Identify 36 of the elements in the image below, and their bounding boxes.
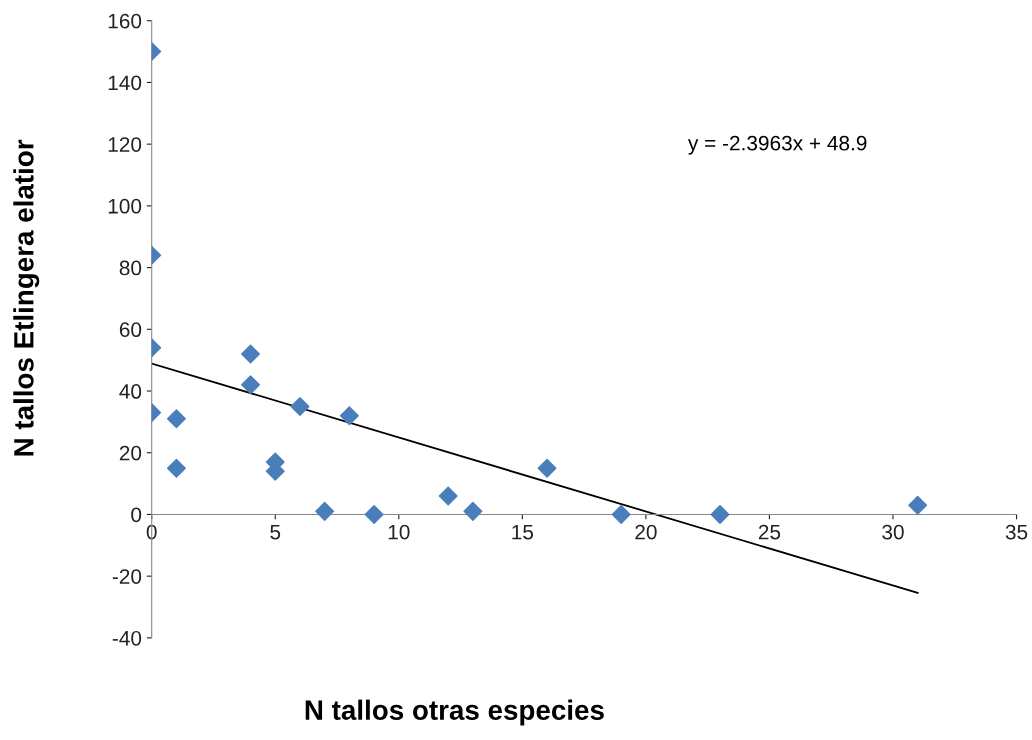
y-tick-label: 40 [119, 384, 142, 399]
point [290, 396, 310, 416]
y-tick-label: 140 [108, 75, 142, 91]
y-tick-label: -40 [112, 630, 142, 646]
x-tick-label: 10 [388, 524, 410, 540]
x-tick-label: 0 [146, 524, 157, 540]
y-tick-label: -20 [112, 569, 142, 584]
point [364, 504, 384, 524]
point [166, 409, 186, 429]
point [611, 504, 631, 524]
point [241, 375, 261, 395]
point [710, 504, 730, 524]
y-tick-label: 20 [119, 445, 142, 461]
y-tick-label: 0 [131, 507, 142, 523]
point [166, 458, 186, 478]
point [315, 501, 335, 521]
y-tick-label: 120 [108, 137, 142, 152]
x-tick-label: 25 [758, 524, 781, 540]
point [339, 406, 359, 426]
y-tick-label: 160 [108, 13, 142, 29]
x-tick-label: 20 [635, 524, 657, 540]
x-tick-label: 15 [512, 524, 534, 540]
point [908, 495, 928, 515]
x-axis-title: N tallos otras especies [305, 699, 604, 726]
annotation: y = -2.3963x + 48.9 [687, 135, 867, 155]
y-tick-label: 100 [108, 198, 142, 214]
y-axis-title: N tallos Etlingera elatior [13, 139, 40, 456]
point [463, 501, 483, 521]
point [537, 458, 557, 478]
x-tick-label: 5 [270, 524, 281, 540]
y-tick-label: 60 [119, 322, 142, 338]
y-tick-label: 80 [119, 260, 142, 276]
x-tick-label: 35 [1005, 524, 1028, 540]
point [438, 486, 458, 506]
x-tick-label: 30 [882, 524, 904, 540]
point [241, 344, 261, 364]
